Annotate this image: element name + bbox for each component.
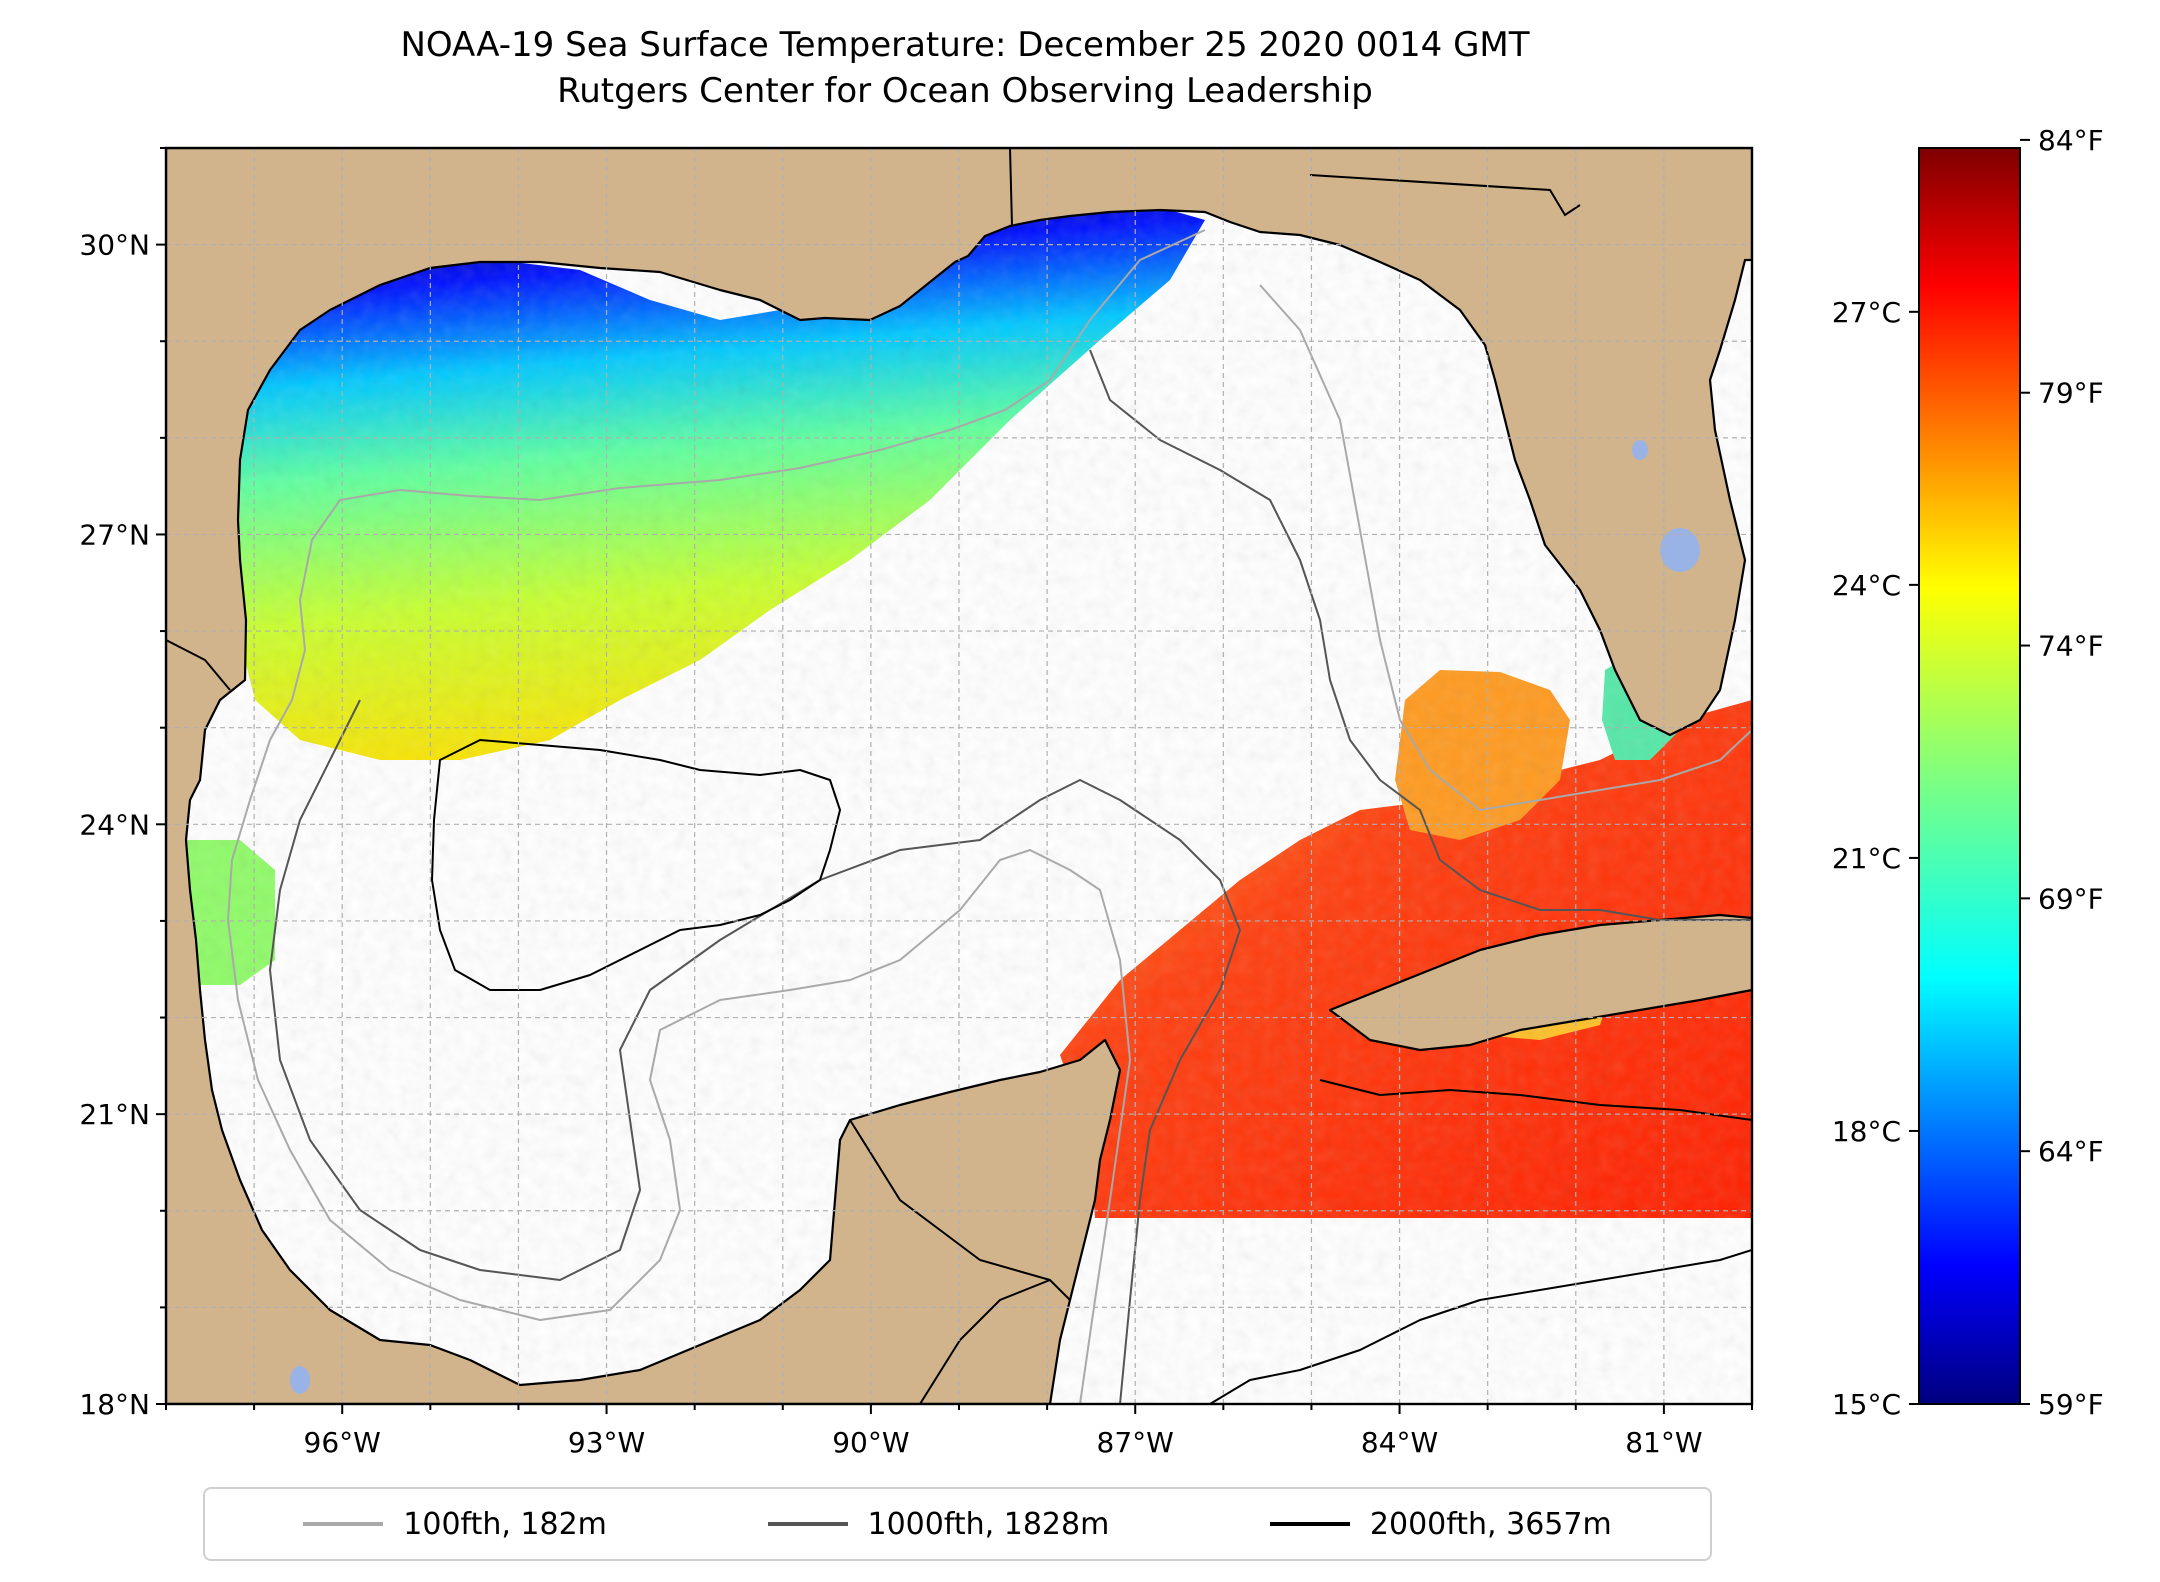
lon-tick-label: 90°W <box>832 1426 909 1459</box>
colorbar-fahrenheit-label: 69°F <box>2038 882 2104 915</box>
legend-entry-1000fth: 1000fth, 1828m <box>767 1506 1110 1542</box>
legend-entry-2000fth: 2000fth, 3657m <box>1269 1506 1612 1542</box>
lake-okeechobee <box>1660 528 1700 572</box>
border-campeche <box>849 1119 1051 1281</box>
land-layer <box>166 148 1752 1404</box>
lat-tick-label: 21°N <box>79 1098 150 1131</box>
border-us-mexico <box>166 639 231 691</box>
colorbar-fahrenheit-label: 64°F <box>2038 1135 2104 1168</box>
lat-tick-label: 24°N <box>79 808 150 841</box>
contour-100fth <box>227 229 1206 1404</box>
lat-tick-label: 30°N <box>79 229 150 262</box>
colorbar-fahrenheit-label: 79°F <box>2038 377 2104 410</box>
contour-100fth-florida <box>1259 284 1752 811</box>
colorbar-celsius-label: 15°C <box>1832 1388 1901 1421</box>
colorbar <box>1918 147 2021 1405</box>
lat-tick-label: 18°N <box>79 1388 150 1421</box>
colorbar-fahrenheit-label: 84°F <box>2038 124 2104 157</box>
contour-2000fth-cayman <box>1319 1079 1752 1121</box>
colorbar-fahrenheit-label: 59°F <box>2038 1388 2104 1421</box>
colorbar-fahrenheit-label: 74°F <box>2038 630 2104 663</box>
lon-tick-label: 87°W <box>1097 1426 1174 1459</box>
legend-label-1000fth: 1000fth, 1828m <box>867 1506 1110 1542</box>
lat-tick-label: 27°N <box>79 518 150 551</box>
longitude-axis: 96°W 93°W 90°W 87°W 84°W 81°W <box>165 1404 1753 1459</box>
border-mexico-guatemala <box>919 1278 1071 1404</box>
colorbar-celsius-label: 21°C <box>1832 842 1901 875</box>
legend-label-2000fth: 2000fth, 3657m <box>1369 1506 1612 1542</box>
land-cuba <box>1328 913 1752 1052</box>
lon-tick-label: 93°W <box>568 1426 645 1459</box>
borders-layer <box>166 148 1581 1404</box>
lon-tick-label: 96°W <box>304 1426 381 1459</box>
colorbar-celsius-label: 18°C <box>1832 1115 1901 1148</box>
lagoon-mexico <box>290 1366 310 1394</box>
lake-florida <box>1632 440 1648 460</box>
bathymetry-legend: 100fth, 182m 1000fth, 1828m 2000fth, 365… <box>203 1487 1712 1561</box>
gridlines <box>166 148 1752 1404</box>
lon-tick-label: 84°W <box>1361 1426 1438 1459</box>
title-line-2: Rutgers Center for Ocean Observing Leade… <box>557 71 1373 111</box>
inland-water-layer <box>290 440 1700 1394</box>
latitude-axis: 18°N 21°N 24°N 27°N 30°N <box>79 147 166 1421</box>
legend-swatch-2000fth <box>1269 1522 1350 1526</box>
lon-tick-label: 81°W <box>1625 1426 1702 1459</box>
contour-2000fth-caribbean <box>1209 1249 1752 1404</box>
figure-title: NOAA-19 Sea Surface Temperature: Decembe… <box>0 22 1930 114</box>
border-fl-ga <box>1309 174 1581 217</box>
legend-swatch-100fth <box>303 1522 384 1526</box>
contour-2000fth <box>431 739 841 991</box>
contour-1000fth <box>1089 349 1752 921</box>
legend-entry-100fth: 100fth, 182m <box>303 1507 607 1542</box>
legend-label-100fth: 100fth, 182m <box>403 1506 607 1542</box>
colorbar-celsius-label: 27°C <box>1832 296 1901 329</box>
title-line-1: NOAA-19 Sea Surface Temperature: Decembe… <box>400 25 1530 65</box>
legend-swatch-1000fth <box>767 1522 848 1526</box>
colorbar-celsius-axis: 15°C 18°C 21°C 24°C 27°C <box>1832 296 1919 1421</box>
map-area <box>166 148 1752 1404</box>
colorbar-fahrenheit-axis: 59°F 64°F 69°F 74°F 79°F 84°F <box>2020 124 2104 1421</box>
colorbar-celsius-label: 24°C <box>1832 569 1901 602</box>
border-ms-al <box>1009 148 1013 227</box>
land-us-gulf-coast <box>166 148 1752 1404</box>
